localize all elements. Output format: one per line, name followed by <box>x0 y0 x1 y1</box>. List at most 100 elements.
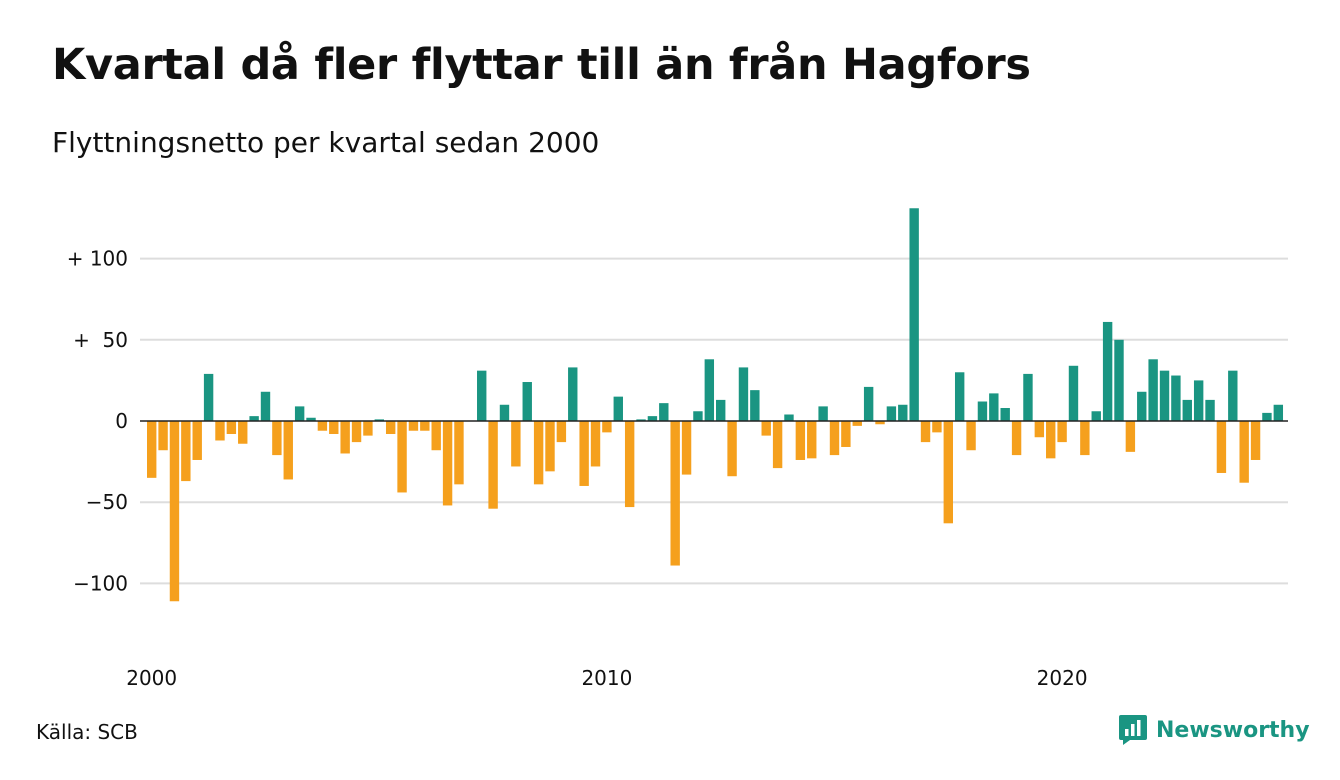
bar <box>659 403 669 421</box>
bar <box>556 421 567 443</box>
bar <box>818 406 828 421</box>
bar <box>363 421 373 436</box>
bar <box>1023 373 1033 421</box>
bars <box>147 208 1284 602</box>
y-tick-label: −50 <box>86 490 128 514</box>
y-tick-label: 0 <box>115 409 128 433</box>
bar <box>329 421 339 434</box>
bar <box>1137 391 1147 421</box>
bar <box>624 421 635 508</box>
bar <box>863 386 874 421</box>
bar <box>1159 370 1170 421</box>
bar <box>932 421 942 433</box>
bar <box>693 411 703 421</box>
bar <box>1011 421 1022 456</box>
bar <box>716 399 726 421</box>
bar <box>431 421 441 451</box>
bar <box>169 421 180 602</box>
bar <box>1171 375 1181 421</box>
bar <box>647 416 658 421</box>
bar <box>1182 399 1192 421</box>
x-tick-label: 2000 <box>126 666 177 690</box>
bar <box>249 416 259 421</box>
newsworthy-logo: Newsworthy <box>1118 714 1310 746</box>
bar <box>545 421 555 472</box>
bar <box>351 421 362 443</box>
bar <box>613 396 623 421</box>
bar <box>1228 370 1238 421</box>
bar <box>829 421 840 456</box>
bar-chart: + 100 + 50 0 −50 −100 2000 2010 2020 <box>67 208 1288 690</box>
bar <box>636 419 646 421</box>
bar <box>1193 380 1204 421</box>
chart-title: Kvartal då fler flyttar till än från Hag… <box>52 40 1031 90</box>
bar <box>420 421 430 431</box>
bar <box>1057 421 1067 443</box>
bar <box>442 421 453 506</box>
bar <box>294 406 305 421</box>
bar <box>1148 359 1158 421</box>
bar <box>738 367 749 421</box>
bar <box>784 414 794 421</box>
bar <box>772 421 783 469</box>
bar <box>272 421 282 456</box>
bar <box>943 421 953 524</box>
bar <box>761 421 771 436</box>
bar <box>1114 339 1124 421</box>
bar <box>511 421 521 467</box>
bar <box>374 419 384 421</box>
bar <box>192 421 202 460</box>
bar <box>1125 421 1136 452</box>
bar <box>807 421 817 459</box>
bar <box>977 401 988 421</box>
bar <box>454 421 464 485</box>
bar <box>397 421 407 493</box>
bar <box>306 417 316 421</box>
bar <box>1273 404 1284 421</box>
bar <box>499 404 510 421</box>
bar <box>954 372 965 421</box>
bar <box>841 421 851 447</box>
bar <box>681 421 692 475</box>
bar <box>533 421 544 485</box>
bar <box>147 421 157 478</box>
bar <box>477 370 487 421</box>
bar <box>385 421 396 434</box>
bar <box>1102 321 1113 421</box>
x-axis-ticks: 2000 2010 2020 <box>126 666 1087 690</box>
grid-lines <box>140 257 1288 585</box>
x-tick-label: 2010 <box>581 666 632 690</box>
bar <box>795 421 806 460</box>
bar <box>522 382 532 421</box>
y-tick-label: −100 <box>73 571 128 595</box>
bar <box>260 391 271 421</box>
bar <box>1205 399 1215 421</box>
bar <box>1034 421 1045 438</box>
bar <box>590 421 601 467</box>
bar <box>704 359 715 421</box>
bar <box>226 421 237 434</box>
bar <box>1068 365 1079 421</box>
brand-name: Newsworthy <box>1156 717 1310 743</box>
bar <box>886 406 897 421</box>
bar <box>317 421 328 431</box>
newsworthy-logo-icon <box>1119 715 1147 745</box>
bar <box>1262 412 1272 421</box>
bar <box>989 393 999 421</box>
bar <box>283 421 293 480</box>
x-tick-label: 2020 <box>1037 666 1088 690</box>
bar <box>579 421 589 486</box>
bar <box>602 421 612 433</box>
bar <box>203 373 214 421</box>
bar <box>875 421 885 425</box>
bar <box>1000 408 1010 421</box>
bar <box>568 367 578 421</box>
bar <box>238 421 248 444</box>
bar <box>1080 421 1090 456</box>
bar <box>670 421 680 566</box>
y-tick-label: + 100 <box>67 247 128 271</box>
bar <box>898 404 908 421</box>
bar <box>750 390 760 421</box>
bar <box>1046 421 1056 459</box>
bar <box>158 421 168 451</box>
